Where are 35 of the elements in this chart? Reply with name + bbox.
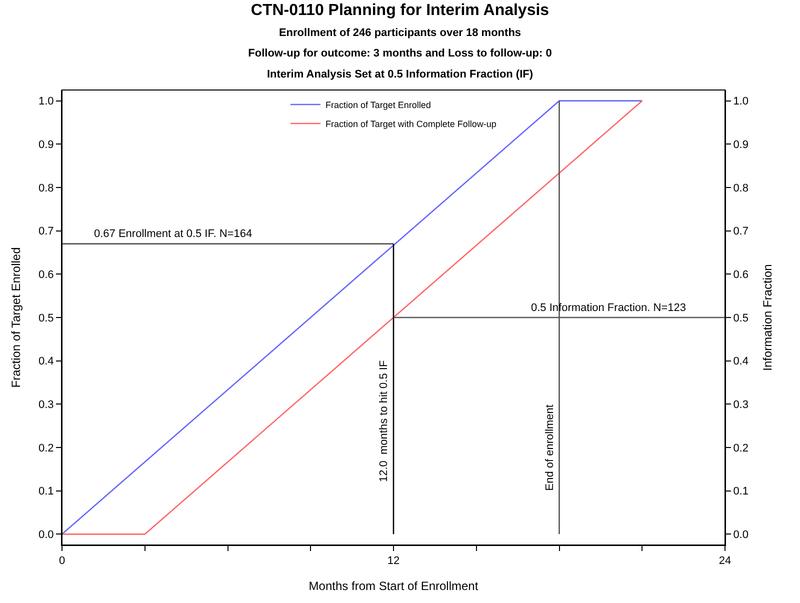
y2-tick-label: 0.9 — [733, 139, 748, 152]
legend-label: Fraction of Target with Complete Follow-up — [326, 119, 496, 130]
y2-tick-label: 0.2 — [733, 442, 748, 454]
y2-tick-label: 0.6 — [733, 269, 748, 282]
legend-label: Fraction of Target Enrolled — [326, 100, 431, 110]
x-axis-title: Months from Start of Enrollment — [308, 579, 479, 594]
y-tick-label: 0.4 — [38, 356, 54, 368]
y2-tick-label: 0.4 — [733, 356, 748, 368]
y2-tick-label: 0.5 — [733, 312, 748, 324]
y2-tick-label: 0.0 — [733, 529, 748, 542]
y-tick-label: 0.9 — [38, 139, 54, 152]
y-tick-label: 0.0 — [38, 529, 54, 542]
y-tick-label: 0.1 — [38, 486, 54, 498]
y-tick-label: 0.6 — [38, 269, 54, 282]
y2-tick-label: 0.7 — [733, 226, 748, 238]
y-tick-label: 0.3 — [38, 399, 54, 412]
y-tick-label: 0.2 — [38, 442, 54, 454]
y2-tick-label: 0.8 — [733, 182, 748, 194]
x-tick-label: 12 — [387, 555, 400, 568]
y2-tick-label: 1.0 — [733, 96, 748, 108]
y2-tick-label: 0.1 — [733, 486, 748, 498]
y-tick-label: 1.0 — [38, 96, 54, 108]
annotation: 0.67 Enrollment at 0.5 IF. N=164 — [94, 228, 252, 240]
y-tick-label: 0.8 — [38, 182, 54, 194]
y2-axis-title: Information Fraction — [760, 264, 774, 371]
chart-subtitle: Enrollment of 246 participants over 18 months Follow-up for outcome: 3 months and Loss to follow-up: 0 Interim Analysis Set at 0.5 Information Fraction (IF) — [248, 26, 552, 80]
annotation: 12.0 months to hit 0.5 IF — [378, 360, 390, 482]
chart-title: CTN-0110 Planning for Interim Analysis — [250, 2, 550, 20]
y-tick-label: 0.5 — [38, 312, 54, 324]
x-tick-label: 0 — [58, 555, 66, 568]
y2-tick-label: 0.3 — [733, 399, 748, 412]
x-tick-label: 24 — [718, 555, 732, 568]
y-axis-title: Fraction of Target Enrolled — [8, 247, 23, 388]
y-tick-label: 0.7 — [38, 226, 54, 238]
annotation: End of enrollment — [544, 404, 556, 491]
